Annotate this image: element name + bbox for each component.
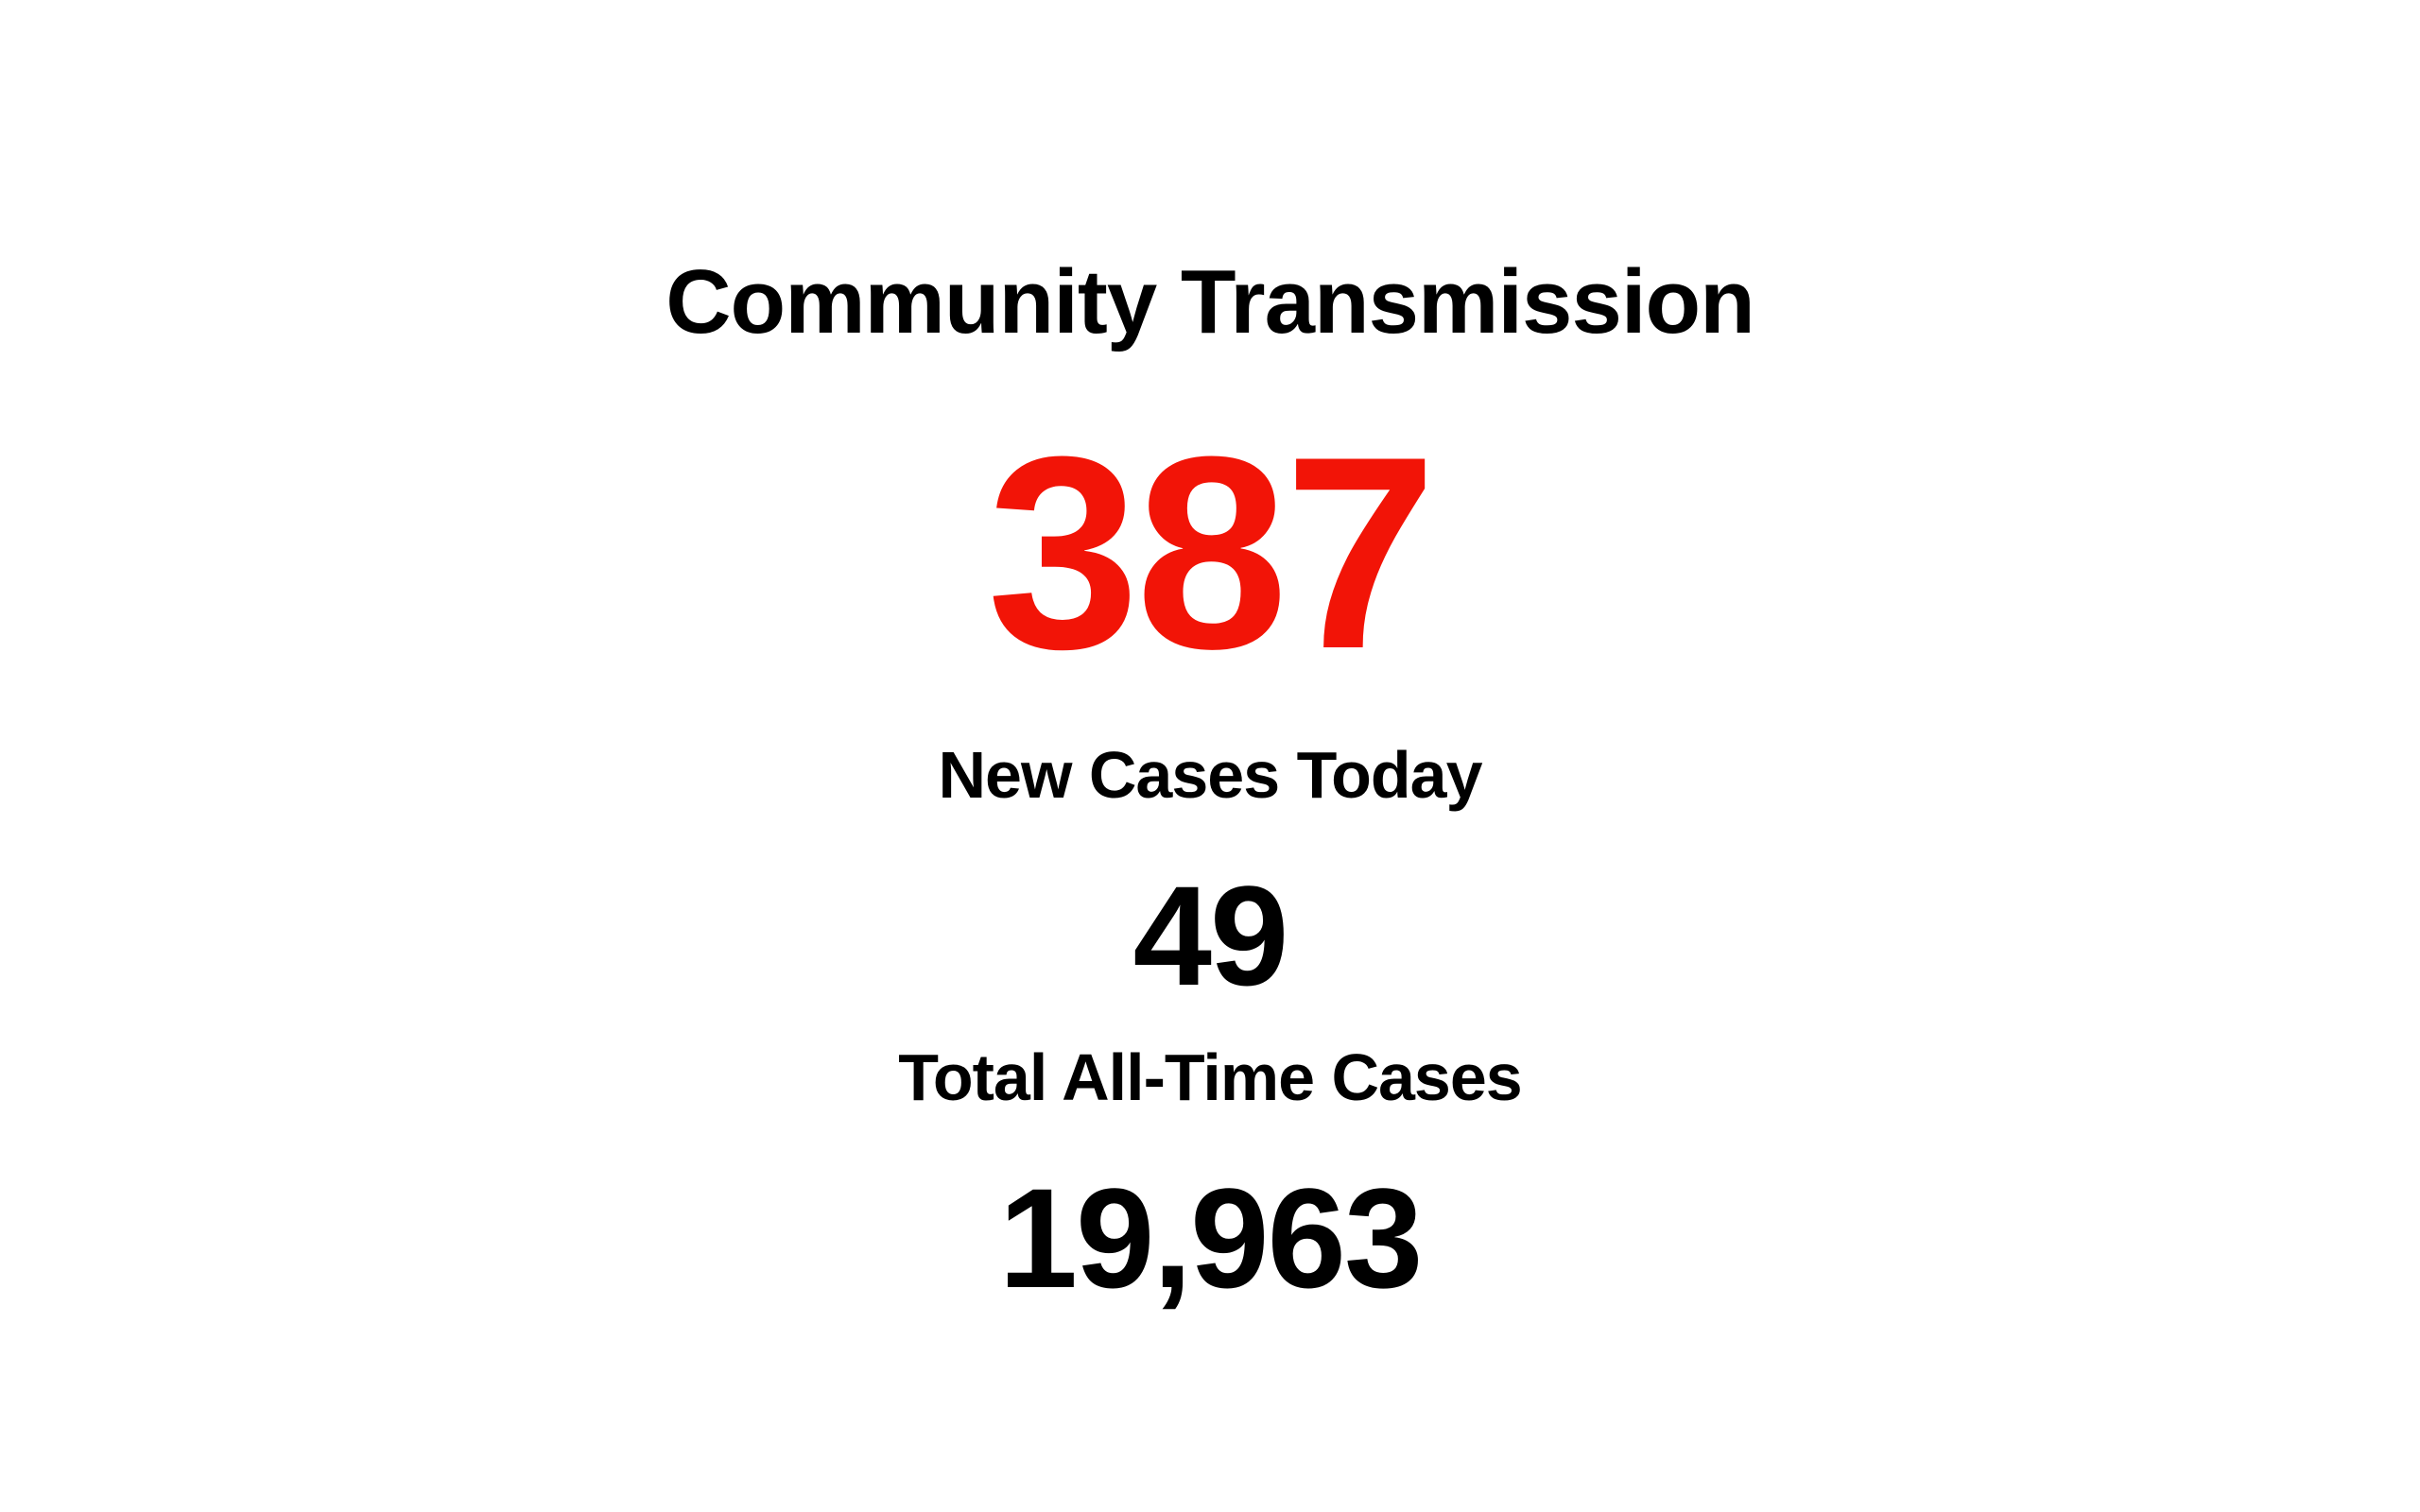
new-cases-value: 49	[1132, 856, 1289, 1015]
community-transmission-count: 387	[987, 400, 1437, 706]
page-title: Community Transmission	[666, 251, 1755, 352]
total-cases-label: Total All-Time Cases	[898, 1040, 1522, 1114]
new-cases-label: New Cases Today	[938, 738, 1482, 812]
total-cases-value: 19,963	[998, 1159, 1424, 1317]
